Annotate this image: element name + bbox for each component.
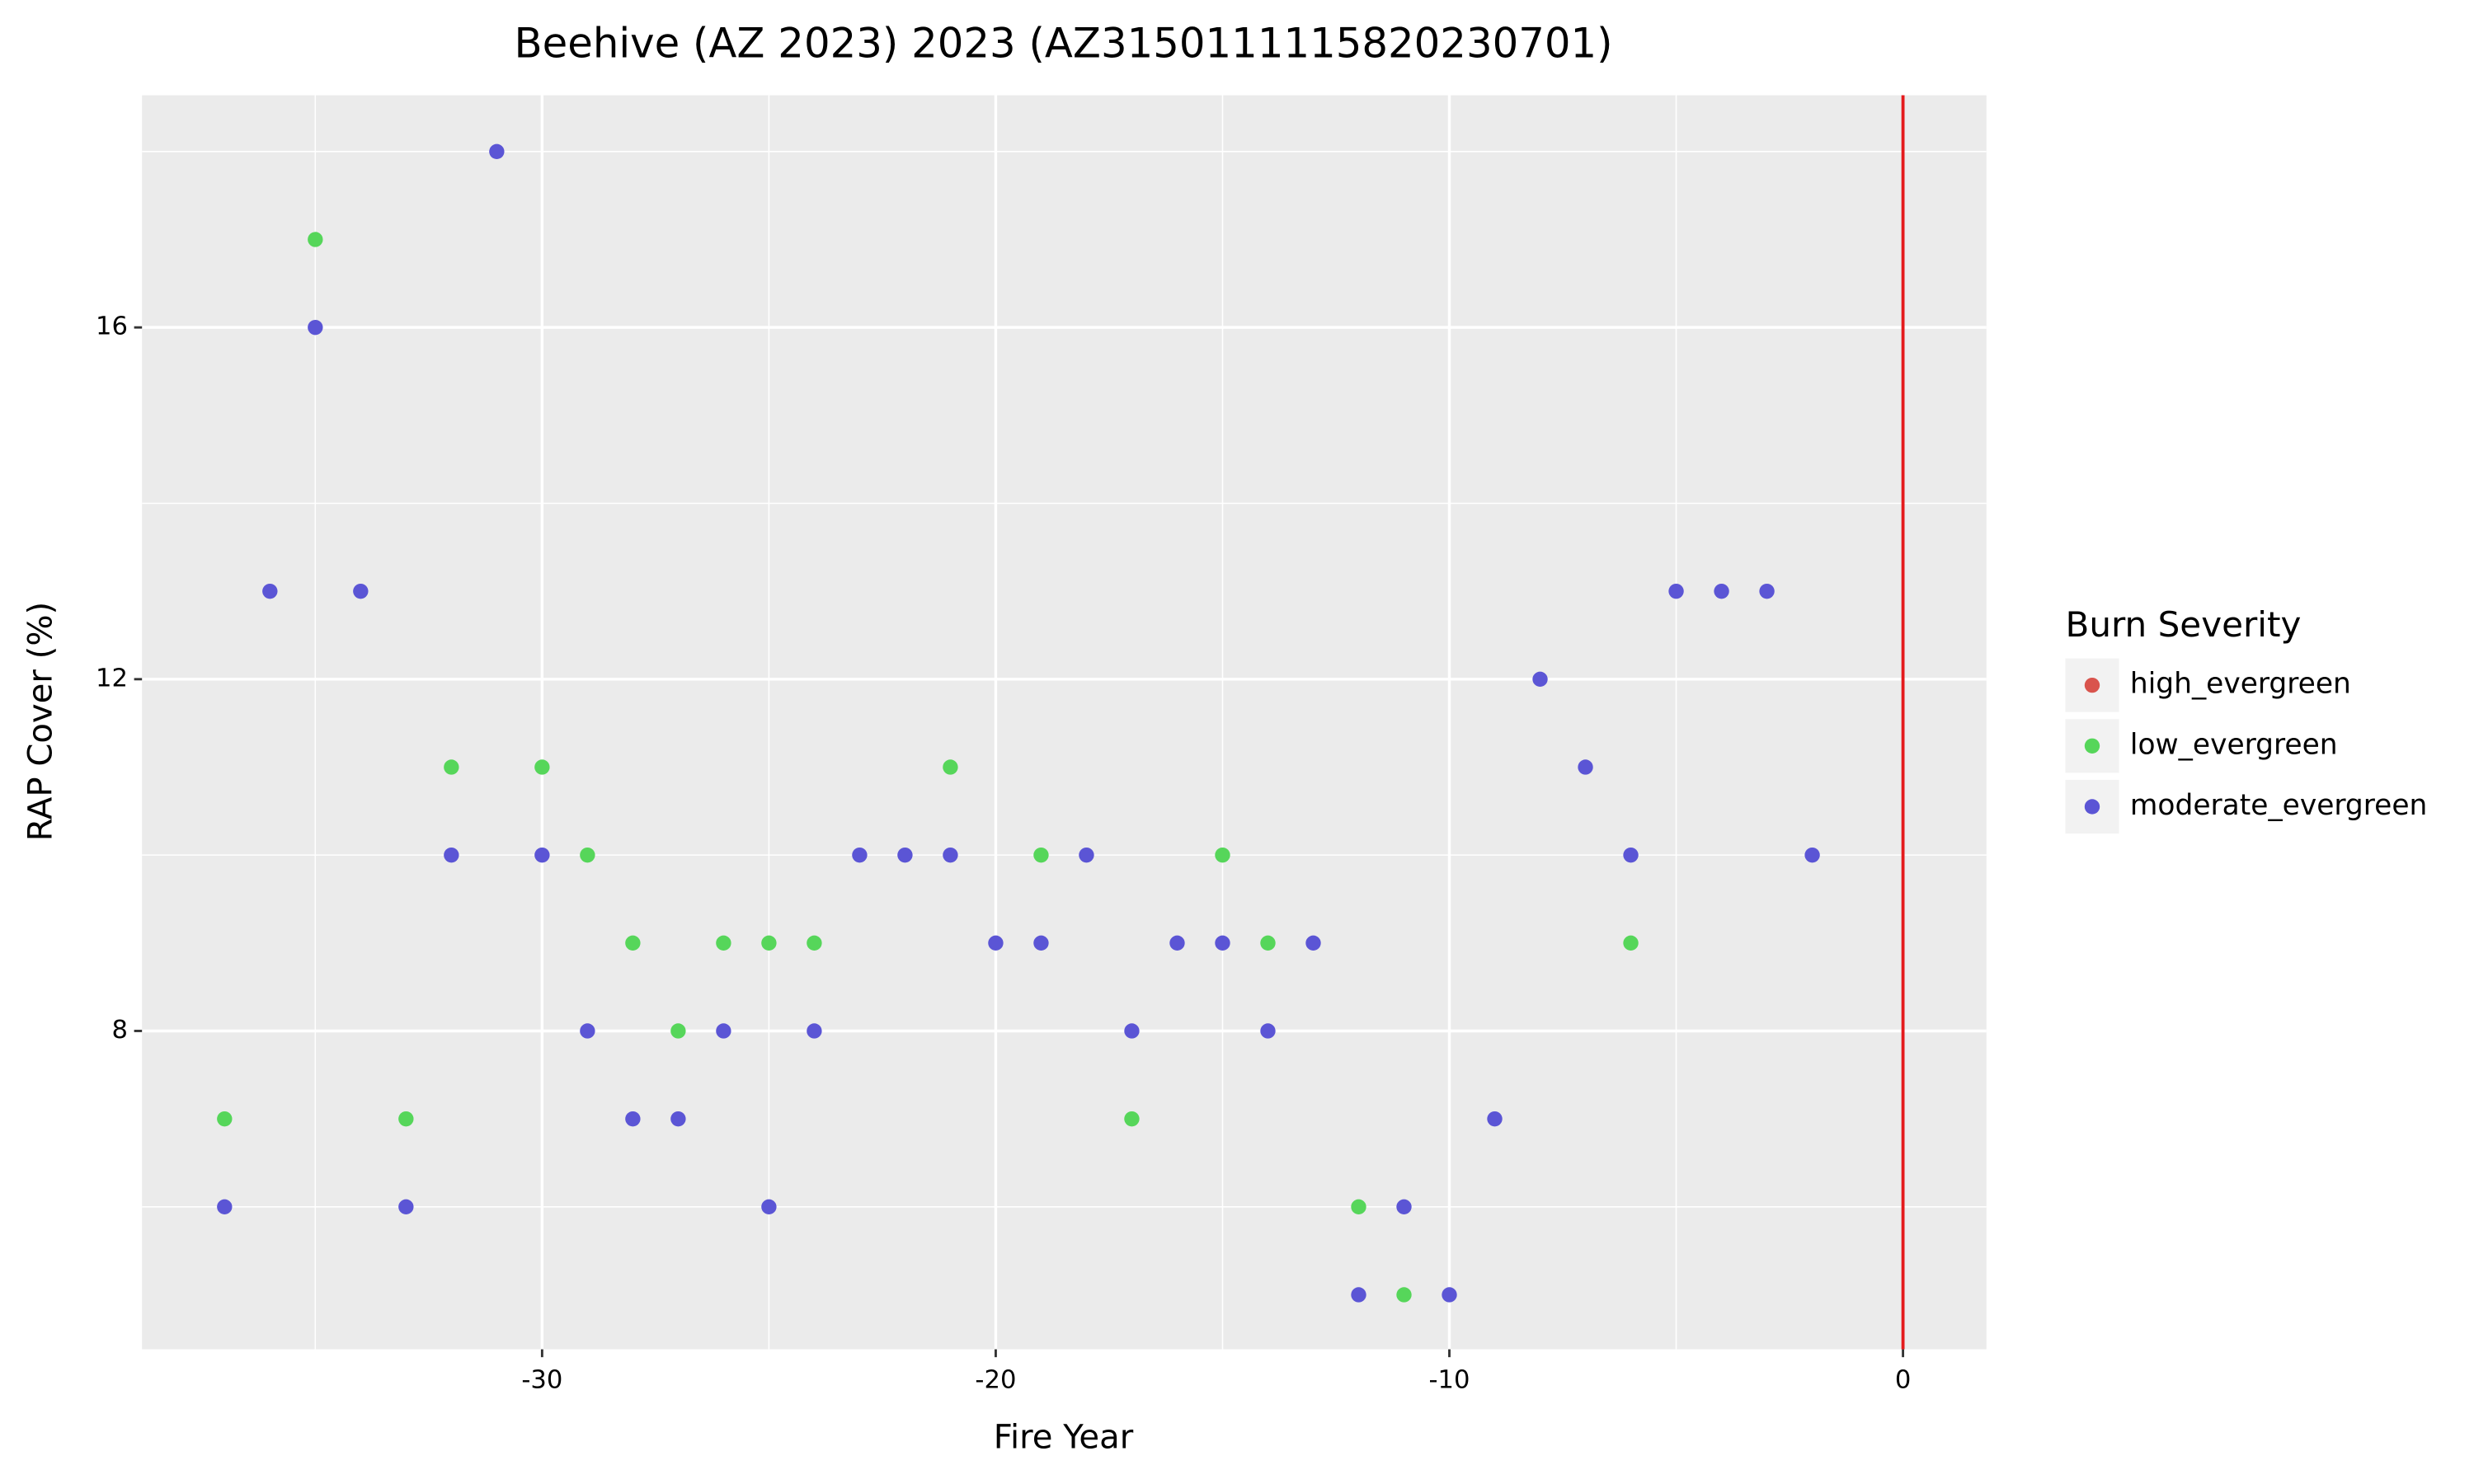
y-axis-label: RAP Cover (%)	[22, 602, 60, 842]
point	[262, 583, 278, 599]
point	[1578, 759, 1593, 775]
point	[1396, 1287, 1412, 1303]
point	[1668, 583, 1684, 599]
point	[1260, 1023, 1276, 1039]
point	[580, 847, 595, 863]
point	[807, 935, 822, 951]
point	[1532, 671, 1548, 688]
point	[716, 1023, 731, 1039]
point	[1351, 1199, 1366, 1214]
point	[534, 759, 550, 775]
y-tick-label: 8	[111, 1016, 127, 1045]
point	[1124, 1023, 1140, 1039]
point	[353, 583, 369, 599]
legend-label: high_evergreen	[2130, 668, 2351, 701]
x-tick-label: 0	[1895, 1365, 1911, 1394]
point	[217, 1199, 233, 1214]
point	[943, 759, 958, 775]
point	[988, 935, 1004, 951]
legend-label: low_evergreen	[2130, 728, 2338, 761]
point	[1487, 1111, 1503, 1127]
point	[670, 1023, 686, 1039]
x-axis-label: Fire Year	[994, 1419, 1134, 1457]
point	[580, 1023, 595, 1039]
point	[852, 847, 868, 863]
legend-title: Burn Severity	[2065, 604, 2301, 645]
legend-label: moderate_evergreen	[2130, 789, 2427, 822]
point	[308, 319, 323, 336]
point	[1623, 847, 1639, 863]
point	[716, 935, 731, 951]
point	[670, 1111, 686, 1127]
point	[761, 935, 777, 951]
point	[1215, 935, 1230, 951]
point	[1260, 935, 1276, 951]
y-tick-label: 12	[96, 664, 128, 693]
point	[1169, 935, 1185, 951]
x-tick-label: -10	[1429, 1365, 1470, 1394]
point	[398, 1111, 414, 1127]
point	[943, 847, 958, 863]
point	[1623, 935, 1639, 951]
point	[398, 1199, 414, 1214]
point	[1215, 847, 1230, 863]
point	[1396, 1199, 1412, 1214]
point	[444, 759, 459, 775]
x-tick-label: -30	[521, 1365, 562, 1394]
point	[308, 232, 323, 247]
y-tick-label: 16	[96, 312, 128, 341]
legend-marker	[2084, 799, 2100, 815]
point	[1442, 1287, 1457, 1303]
point	[625, 935, 641, 951]
point	[761, 1199, 777, 1214]
point	[1759, 583, 1775, 599]
legend-marker	[2084, 677, 2100, 693]
point	[1124, 1111, 1140, 1127]
point	[807, 1023, 822, 1039]
point	[897, 847, 913, 863]
point	[1714, 583, 1729, 599]
point	[1033, 847, 1049, 863]
point	[489, 143, 505, 160]
chart-title: Beehive (AZ 2023) 2023 (AZ31501111158202…	[515, 20, 1613, 68]
point	[217, 1111, 233, 1127]
point	[1079, 847, 1094, 863]
point	[1305, 935, 1321, 951]
panel	[142, 95, 1987, 1350]
point	[534, 847, 550, 863]
point	[625, 1111, 641, 1127]
point	[1351, 1287, 1366, 1303]
point	[1033, 935, 1049, 951]
point	[1804, 847, 1820, 863]
x-tick-label: -20	[975, 1365, 1016, 1394]
legend-marker	[2084, 738, 2100, 754]
point	[444, 847, 459, 863]
